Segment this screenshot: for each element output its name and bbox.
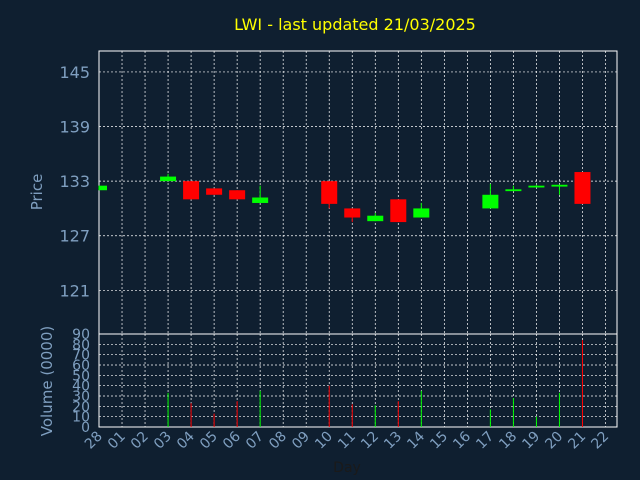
candle-body	[229, 190, 246, 200]
candle-body	[413, 208, 430, 218]
volume-tick-label: 60	[72, 358, 90, 374]
candle-body	[183, 181, 200, 200]
candle-body	[344, 208, 361, 218]
candle-body	[367, 215, 384, 222]
candle-body	[505, 189, 522, 192]
price-tick-label: 127	[59, 227, 90, 246]
volume-tick-label: 90	[72, 327, 90, 343]
candle-body	[574, 172, 591, 204]
chart-title: LWI - last updated 21/03/2025	[234, 15, 476, 34]
volume-plot-frame	[98, 333, 618, 428]
price-tick-label: 139	[59, 118, 90, 137]
candle-body	[321, 181, 338, 204]
volume-tick-label: 30	[72, 389, 90, 405]
candle-body	[206, 188, 223, 195]
candle-body	[99, 185, 107, 191]
candle-body	[482, 194, 499, 209]
volume-tick-label: 10	[72, 410, 90, 426]
candle-body	[160, 176, 177, 182]
candle-body	[551, 184, 568, 187]
candle-body	[528, 185, 545, 188]
price-tick-label: 121	[59, 281, 90, 300]
price-panel: 121 127 133 139 145	[59, 50, 618, 335]
volume-tick-label: 0	[81, 420, 90, 436]
price-axis-label: Price	[28, 174, 46, 211]
volume-tick-label: 20	[72, 399, 90, 415]
volume-tick-label: 70	[72, 348, 90, 364]
candle-body	[390, 199, 407, 223]
volume-tick-label: 80	[72, 337, 90, 353]
x-axis-label: Day	[333, 460, 361, 476]
volume-tick-label: 40	[72, 379, 90, 395]
price-tick-label: 145	[59, 63, 90, 82]
candle-body	[252, 197, 269, 203]
price-tick-label: 133	[59, 172, 90, 191]
volume-tick-label: 50	[72, 368, 90, 384]
volume-axis-label: Volume (0000)	[38, 326, 56, 436]
